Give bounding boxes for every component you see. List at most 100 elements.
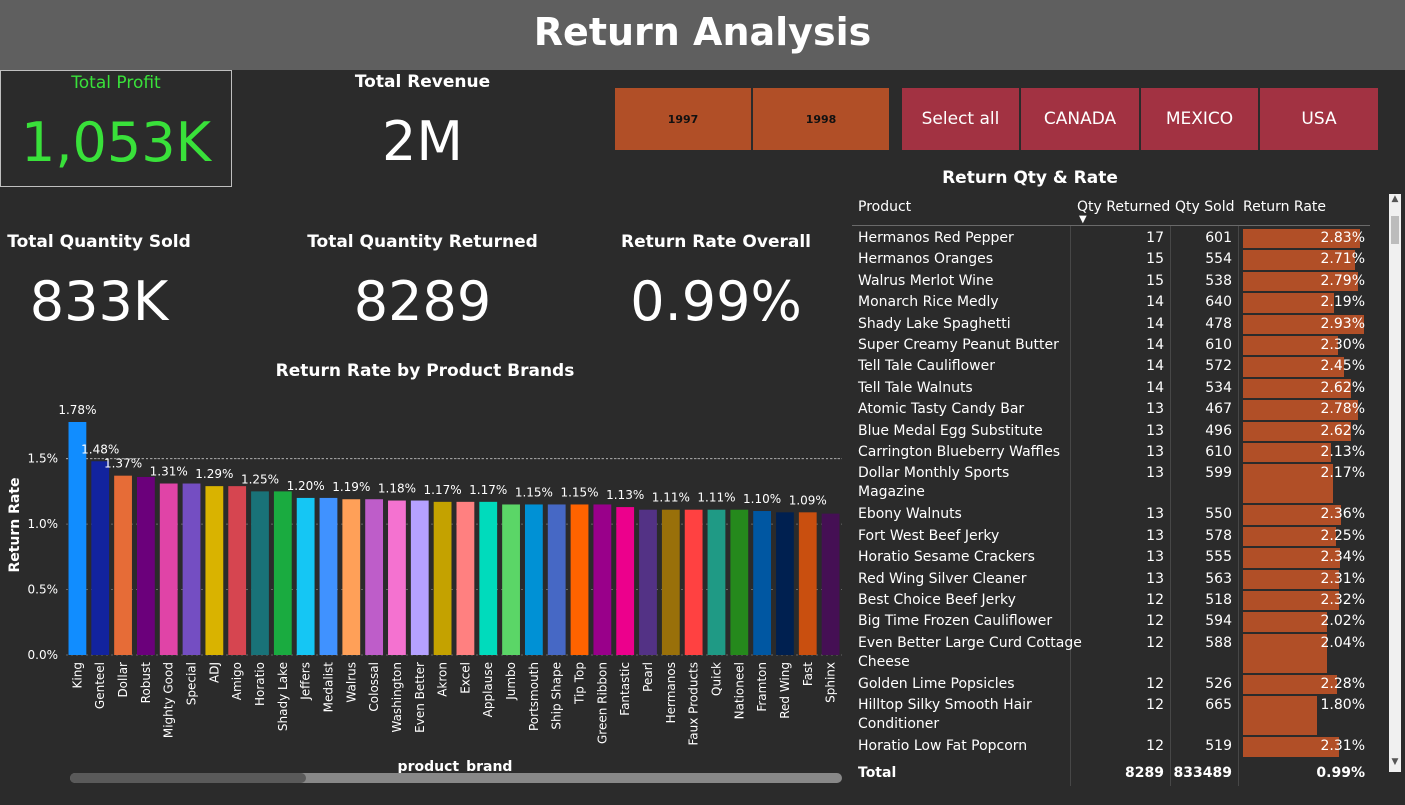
total-profit-label: Total Profit — [71, 73, 161, 93]
country-filter-mexico[interactable]: MEXICO — [1141, 88, 1258, 150]
scrollbar-thumb[interactable] — [1391, 216, 1399, 244]
data-label: 1.15% — [560, 485, 598, 499]
bar-jeffers[interactable] — [296, 497, 315, 655]
bar-hermanos[interactable] — [661, 509, 680, 655]
qty-sold: 518 — [1205, 592, 1232, 608]
table-vertical-scrollbar[interactable]: ▲ ▼ — [1389, 194, 1401, 772]
chart-scrollbar-thumb[interactable] — [70, 773, 306, 783]
bar-king[interactable] — [68, 422, 87, 655]
table-row[interactable]: Horatio Sesame Crackers 13 555 2.34% — [848, 547, 1384, 568]
scroll-down-icon[interactable]: ▼ — [1391, 757, 1399, 767]
table-row[interactable]: Atomic Tasty Candy Bar 13 467 2.78% — [848, 399, 1384, 420]
year-filter-1998[interactable]: 1998 — [753, 88, 889, 150]
table-row[interactable]: Monarch Rice Medly 14 640 2.19% — [848, 292, 1384, 313]
chart-horizontal-scrollbar[interactable] — [70, 773, 842, 783]
scroll-up-icon[interactable]: ▲ — [1391, 194, 1399, 204]
bar-special[interactable] — [182, 483, 201, 655]
table-row[interactable]: Tell Tale Walnuts 14 534 2.62% — [848, 378, 1384, 399]
bar-shady-lake[interactable] — [273, 491, 292, 655]
qty-sold: 555 — [1205, 549, 1232, 566]
product-name: Atomic Tasty Candy Bar — [858, 401, 1025, 418]
total-qty-returned-card[interactable]: Total Quantity Returned 8289 — [300, 230, 545, 340]
product-name: Tell Tale Walnuts — [858, 379, 973, 396]
bar-green-ribbon[interactable] — [593, 504, 612, 655]
qty-sold: 578 — [1205, 527, 1232, 544]
return-rate-overall-card[interactable]: Return Rate Overall 0.99% — [610, 230, 822, 340]
bar-portsmouth[interactable] — [524, 504, 543, 655]
data-label: 1.15% — [515, 485, 553, 499]
qty-sold: 601 — [1205, 230, 1232, 246]
country-filter-canada[interactable]: CANADA — [1021, 88, 1139, 150]
bar-sphinx[interactable] — [821, 513, 840, 655]
total-revenue-card[interactable]: Total Revenue 2M — [300, 70, 545, 185]
table-row[interactable]: Big Time Frozen Cauliflower 12 594 2.02% — [848, 611, 1384, 632]
caret-down-icon[interactable]: ▼ — [1079, 214, 1087, 225]
return-rate: 2.36% — [1320, 506, 1365, 523]
table-row[interactable]: Hermanos Oranges 15 554 2.71% — [848, 249, 1384, 270]
table-row[interactable]: Dollar Monthly Sports Magazine 13 599 2.17% — [848, 463, 1384, 504]
table-row[interactable]: Golden Lime Popsicles 12 526 2.28% — [848, 674, 1384, 695]
bar-excel[interactable] — [456, 501, 475, 655]
bar-pearl[interactable] — [639, 509, 657, 655]
bar-medalist[interactable] — [319, 497, 338, 655]
table-row[interactable]: Super Creamy Peanut Butter 14 610 2.30% — [848, 335, 1384, 356]
country-filter-usa[interactable]: USA — [1260, 88, 1378, 150]
return-rate: 2.13% — [1320, 444, 1365, 460]
qty-sold: 599 — [1205, 465, 1232, 482]
qty-sold: 563 — [1205, 570, 1232, 587]
table-row[interactable]: Tell Tale Cauliflower 14 572 2.45% — [848, 356, 1384, 377]
bar-nationeel[interactable] — [730, 509, 749, 655]
col-header-qty-sold[interactable]: Qty Sold — [1175, 199, 1235, 215]
table-row[interactable]: Even Better Large Curd Cottage Cheese 12 58… — [848, 633, 1384, 674]
table-row[interactable]: Hermanos Red Pepper 17 601 2.83% — [848, 228, 1384, 249]
total-profit-card[interactable]: Total Profit 1,053K — [0, 70, 232, 187]
col-header-product[interactable]: Product — [858, 199, 912, 215]
bar-amigo[interactable] — [228, 486, 247, 655]
bar-ship-shape[interactable] — [547, 504, 566, 655]
table-row[interactable]: Best Choice Beef Jerky 12 518 2.32% — [848, 590, 1384, 611]
bar-washington[interactable] — [388, 500, 406, 655]
bar-applause[interactable] — [479, 501, 498, 655]
bar-mighty-good[interactable] — [159, 483, 178, 655]
table-row[interactable]: Ebony Walnuts 13 550 2.36% — [848, 504, 1384, 525]
bar-robust[interactable] — [136, 476, 155, 655]
bar-even-better[interactable] — [410, 500, 429, 655]
bar-framton[interactable] — [753, 511, 772, 655]
year-filter-1997[interactable]: 1997 — [615, 88, 751, 150]
bar-tip-top[interactable] — [570, 504, 589, 655]
total-qty-sold-card[interactable]: Total Quantity Sold 833K — [0, 230, 198, 340]
bar-red-wing[interactable] — [776, 512, 794, 655]
product-name: Horatio Sesame Crackers — [858, 549, 1035, 566]
table-row[interactable]: Walrus Merlot Wine 15 538 2.79% — [848, 271, 1384, 292]
bar-adj[interactable] — [205, 486, 224, 655]
col-header-return-rate[interactable]: Return Rate — [1243, 199, 1327, 215]
bar-walrus[interactable] — [342, 499, 361, 655]
table-row[interactable]: Shady Lake Spaghetti 14 478 2.93% — [848, 314, 1384, 335]
return-qty-rate-table[interactable]: Product Qty Returned ▼ Qty Sold Return R… — [848, 195, 1384, 788]
return-rate-bar — [1243, 612, 1327, 632]
report-header: Return Analysis — [0, 0, 1405, 70]
bar-fast[interactable] — [798, 512, 817, 655]
country-filter-select-all[interactable]: Select all — [902, 88, 1019, 150]
table-row[interactable]: Fort West Beef Jerky 13 578 2.25% — [848, 526, 1384, 547]
return-rate-bar — [1243, 633, 1328, 673]
table-row[interactable]: Carrington Blueberry Waffles 13 610 2.13% — [848, 442, 1384, 463]
column-separator — [1238, 226, 1239, 786]
table-row[interactable]: Red Wing Silver Cleaner 13 563 2.31% — [848, 569, 1384, 590]
col-header-qty-returned[interactable]: Qty Returned — [1077, 199, 1171, 215]
bar-dollar[interactable] — [114, 475, 132, 655]
bar-jumbo[interactable] — [502, 504, 520, 655]
bar-akron[interactable] — [433, 501, 452, 655]
bar-genteel[interactable] — [91, 461, 110, 655]
bar-fantastic[interactable] — [616, 507, 635, 655]
return-rate-bar-chart[interactable]: 0.0% 0.5% 1.0% 1.5% 1.78% King 1.48% Genteel 1.3… — [0, 385, 850, 805]
table-row[interactable]: Blue Medal Egg Substitute 13 496 2.62% — [848, 421, 1384, 442]
bar-quick[interactable] — [707, 509, 726, 655]
qty-returned: 14 — [1146, 379, 1164, 396]
table-row[interactable]: Hilltop Silky Smooth Hair Conditioner 12 66… — [848, 695, 1384, 736]
bar-faux-products[interactable] — [684, 509, 703, 655]
bar-colossal[interactable] — [365, 499, 384, 655]
table-row[interactable]: Horatio Low Fat Popcorn 12 519 2.31% — [848, 736, 1384, 757]
bar-horatio[interactable] — [251, 491, 269, 655]
y-tick-label: 0.0% — [28, 648, 59, 662]
